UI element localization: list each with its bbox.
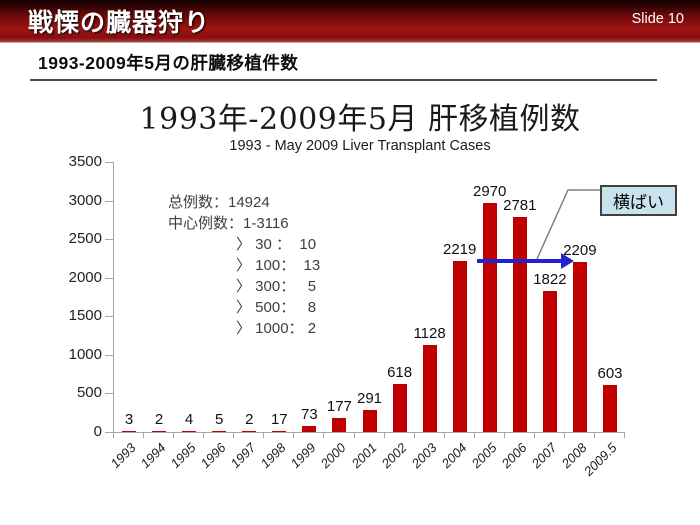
x-tick-mark [413, 433, 415, 438]
bar [242, 431, 257, 432]
x-tick-mark [533, 433, 535, 438]
stats-breakdown-line: 〉 100： 13 [236, 257, 321, 274]
bar-value-label: 603 [597, 365, 623, 382]
chart-subtitle: 1993 - May 2009 Liver Transplant Cases [229, 138, 491, 154]
bar [302, 426, 317, 432]
bar-value-label: 2781 [503, 197, 537, 214]
stats-annotation: 总例数：14924 中心例数：1-3116 〉 30 ： 10 〉 100： 1… [168, 192, 320, 339]
x-tick-mark [383, 433, 385, 438]
bar [272, 431, 287, 432]
bar [362, 410, 377, 432]
callout-box: 横ばい [600, 185, 677, 216]
y-tick-mark [105, 316, 113, 318]
bar-value-label: 618 [387, 364, 413, 381]
stats-breakdown-line: 〉 300： 5 [236, 278, 317, 295]
slide-header: 戦慄の臓器狩り Slide 10 [0, 0, 700, 43]
page-title: 1993-2009年5月の肝臓移植件数 [38, 53, 299, 73]
bar [572, 262, 587, 432]
bar-value-label: 2209 [563, 242, 597, 259]
y-tick-mark [105, 354, 113, 356]
y-tick-label: 3000 [68, 191, 102, 209]
y-tick-label: 1500 [68, 307, 102, 325]
stats-breakdown-line: 〉 500： 8 [236, 299, 317, 316]
stats-breakdown-line: 〉 30 ： 10 [236, 236, 317, 253]
callout-label: 横ばい [613, 193, 664, 212]
x-tick-mark [203, 433, 205, 438]
y-tick-mark [105, 432, 113, 433]
y-tick-label: 2500 [68, 230, 102, 248]
x-tick-mark [353, 433, 355, 438]
bar-value-label: 73 [301, 406, 318, 423]
slide-header-title: 戦慄の臓器狩り [28, 8, 211, 37]
x-tick-mark [293, 433, 295, 438]
stats-center: 中心例数：1-3116 [168, 215, 289, 232]
bar [392, 384, 407, 432]
bar [603, 385, 617, 432]
x-tick-mark [263, 433, 265, 438]
y-tick-mark [105, 162, 113, 163]
x-tick-mark [323, 433, 325, 438]
y-tick-mark [105, 277, 113, 279]
x-tick-mark [443, 433, 445, 438]
plot-area: 3 2 4 5 2 17 73 177 291 618 1128 2219 2970 2781 1822 22… [113, 162, 625, 433]
bar [542, 291, 557, 432]
bar-value-label: 1822 [533, 271, 567, 288]
bar-value-label: 2 [154, 411, 164, 428]
bar [122, 431, 136, 432]
y-tick-label: 0 [93, 423, 102, 440]
bar-value-label: 291 [356, 390, 383, 407]
bar-value-label: 2970 [473, 183, 507, 200]
bar [512, 217, 527, 432]
bar-value-label: 177 [326, 398, 352, 415]
bar [182, 431, 197, 432]
x-tick-mark [173, 433, 175, 438]
bar-value-label: 4 [184, 411, 194, 428]
chart-title: 1993年-2009年5月 肝移植例数 [139, 102, 581, 137]
stats-breakdown-line: 〉 1000： 2 [236, 320, 317, 337]
bar [452, 261, 467, 432]
x-tick-mark [233, 433, 235, 438]
bar-value-label: 2219 [443, 241, 477, 258]
x-tick-mark [473, 433, 475, 438]
y-tick-label: 3500 [68, 153, 102, 170]
bar-value-label: 5 [215, 411, 224, 428]
y-tick-mark [105, 393, 113, 395]
bar-value-label: 2 [245, 411, 254, 428]
x-tick-mark [593, 433, 595, 438]
title-underline [30, 79, 657, 81]
y-tick-label: 2000 [68, 268, 102, 286]
y-tick-mark [105, 239, 113, 241]
bar-value-label: 1128 [413, 325, 446, 342]
x-tick-mark [503, 433, 505, 438]
bar [332, 418, 347, 432]
y-tick-label: 1000 [68, 345, 102, 363]
x-tick-mark [624, 433, 625, 438]
bar-value-label: 17 [270, 411, 288, 428]
y-tick-label: 500 [76, 384, 102, 402]
stats-total: 总例数：14924 [168, 194, 270, 211]
y-tick-mark [105, 200, 113, 202]
bar [152, 431, 167, 432]
bar [482, 203, 497, 432]
bar [212, 431, 227, 432]
slide-number: Slide 10 [631, 11, 684, 27]
x-tick-mark [143, 433, 145, 438]
bar-value-label: 3 [124, 411, 134, 428]
bar [422, 345, 437, 432]
x-tick-mark [113, 433, 114, 438]
x-tick-mark [563, 433, 565, 438]
